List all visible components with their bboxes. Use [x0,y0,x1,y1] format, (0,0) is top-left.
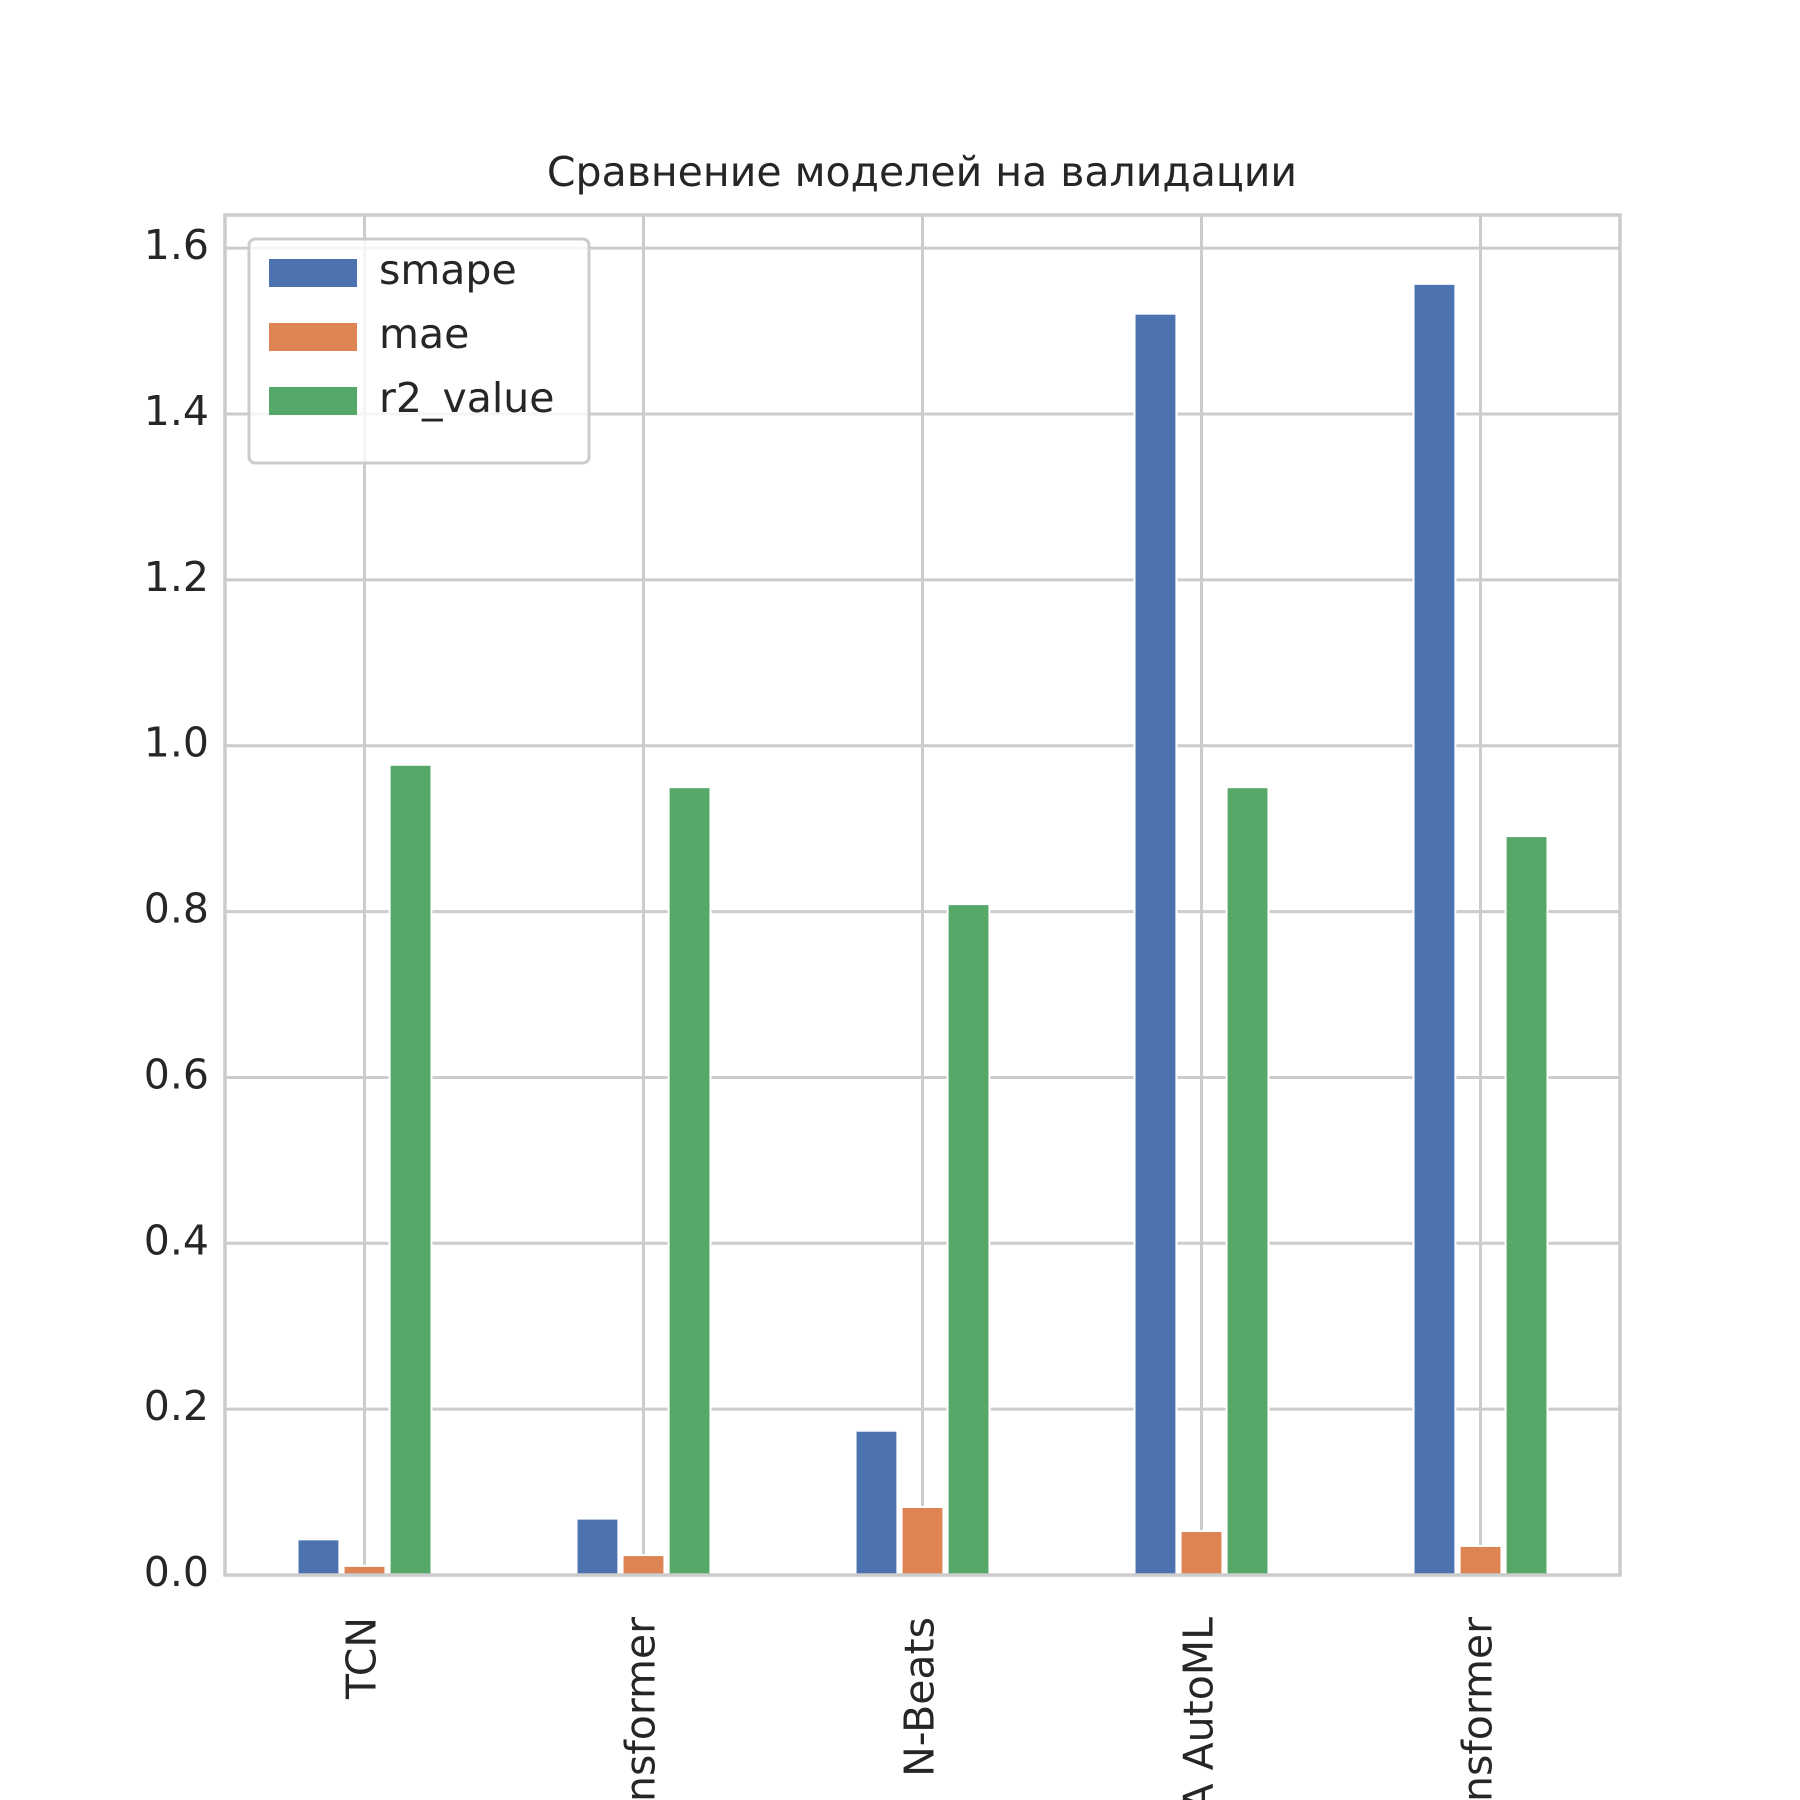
y-tick-label: 0.0 [144,1548,209,1596]
legend-label: mae [379,310,469,358]
axes-frame [223,213,1622,1577]
bar [1133,312,1178,1576]
legend-label: r2_value [379,374,554,422]
bar [296,1538,341,1576]
bar [1458,1544,1503,1576]
y-tick-label: 1.2 [144,553,209,601]
legend-swatch [269,259,357,287]
bar [900,1506,945,1576]
bar [575,1517,620,1576]
bar [388,763,433,1576]
x-tick-label: nsformer [1454,1617,1502,1800]
bar [1504,835,1549,1576]
y-tick-label: 1.6 [144,221,209,269]
bar [621,1554,666,1576]
y-tick-label: 0.8 [144,885,209,933]
bar [854,1429,899,1576]
legend-swatch [269,323,357,351]
y-tick-label: 1.4 [144,387,209,435]
x-tick-label: A AutoML [1175,1617,1223,1800]
legend-label: smape [379,246,517,294]
y-tick-label: 0.4 [144,1216,209,1264]
y-tick-label: 0.2 [144,1382,209,1430]
bar [1412,282,1457,1577]
x-tick-label: N-Beats [896,1617,944,1777]
chart-title: Сравнение моделей на валидации [547,148,1297,196]
bar [1179,1530,1224,1577]
legend-swatch [269,387,357,415]
x-tick-label: nsformer [617,1617,665,1800]
x-tick-label: TCN [338,1617,386,1700]
bar [667,786,712,1576]
y-tick-label: 1.0 [144,719,209,767]
bar [1225,786,1270,1576]
bar [946,903,991,1576]
y-tick-label: 0.6 [144,1050,209,1098]
